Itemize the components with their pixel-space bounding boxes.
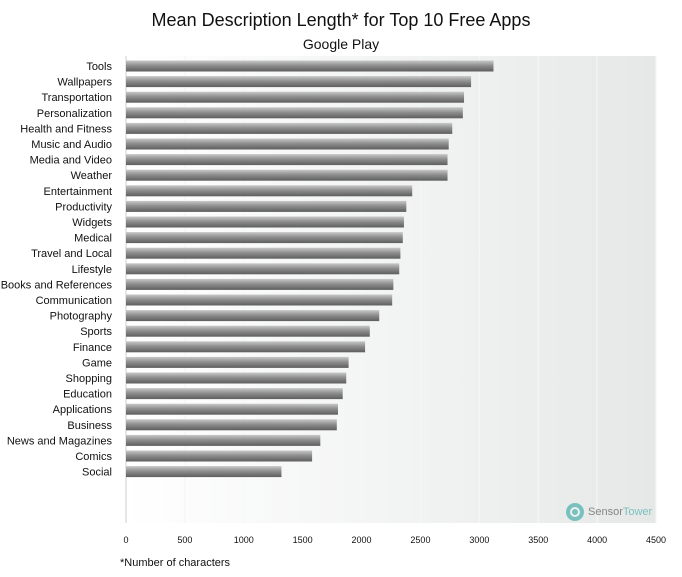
category-label: Finance: [73, 342, 112, 354]
category-label: Business: [67, 420, 112, 432]
footnote: *Number of characters: [120, 557, 231, 569]
category-labels: Tools Wallpapers Transportation Personaliza…: [1, 61, 113, 479]
category-label: Wallpapers: [57, 77, 112, 89]
bar-comics: [126, 450, 313, 462]
category-label: Music and Audio: [31, 139, 112, 151]
category-label: Game: [82, 357, 112, 369]
bar-business: [126, 419, 337, 431]
bar-communication: [126, 294, 393, 306]
bar-sports: [126, 325, 370, 337]
category-label: Communication: [36, 295, 112, 307]
x-tick-label: 4500: [646, 535, 666, 545]
category-label: Social: [82, 467, 112, 479]
x-tick-label: 4000: [587, 535, 607, 545]
sensortower-logo-icon: [566, 503, 584, 521]
bar-books-and-references: [126, 278, 394, 290]
bar-widgets: [126, 216, 404, 228]
category-label: Productivity: [55, 201, 112, 213]
category-label: Sports: [80, 326, 112, 338]
category-label: Personalization: [37, 108, 112, 120]
category-label: Education: [63, 389, 112, 401]
category-label: Shopping: [66, 373, 113, 385]
chart-title: Mean Description Length* for Top 10 Free…: [151, 10, 531, 30]
bar-entertainment: [126, 185, 413, 197]
category-label: Medical: [74, 233, 112, 245]
bar-shopping: [126, 372, 347, 384]
x-tick-label: 0: [123, 535, 128, 545]
bar-applications: [126, 403, 338, 415]
x-tick-label: 3000: [469, 535, 489, 545]
bar-social: [126, 466, 282, 478]
category-label: Media and Video: [30, 155, 112, 167]
x-tick-label: 500: [177, 535, 192, 545]
category-label: Widgets: [72, 217, 112, 229]
category-label: Lifestyle: [72, 264, 112, 276]
category-label: Tools: [86, 61, 112, 73]
bar-wallpapers: [126, 76, 472, 88]
bar-education: [126, 388, 343, 400]
category-label: Health and Fitness: [20, 123, 112, 135]
bar-photography: [126, 310, 380, 322]
bar-lifestyle: [126, 263, 400, 275]
bar-productivity: [126, 200, 407, 212]
bar-health-and-fitness: [126, 122, 453, 134]
bar-weather: [126, 169, 448, 181]
category-label: Comics: [75, 451, 112, 463]
category-label: News and Magazines: [7, 435, 113, 447]
bar-personalization: [126, 107, 463, 119]
x-tick-label: 3500: [528, 535, 548, 545]
bar-finance: [126, 341, 366, 353]
category-label: Entertainment: [44, 186, 112, 198]
chart-subtitle: Google Play: [302, 36, 380, 52]
bar-media-and-video: [126, 154, 448, 166]
bar-travel-and-local: [126, 247, 401, 259]
bar-game: [126, 356, 349, 368]
category-label: Photography: [50, 311, 113, 323]
sensortower-brand: SensorTower: [588, 506, 653, 518]
category-label: Weather: [71, 170, 113, 182]
bar-medical: [126, 232, 403, 244]
category-label: Books and References: [1, 279, 113, 291]
bars: [126, 60, 494, 478]
category-label: Transportation: [41, 92, 112, 104]
category-label: Travel and Local: [31, 248, 112, 260]
x-tick-label: 1500: [293, 535, 313, 545]
bar-transportation: [126, 91, 465, 103]
x-tick-label: 2000: [352, 535, 372, 545]
bar-music-and-audio: [126, 138, 449, 150]
category-label: Applications: [53, 404, 113, 416]
bar-tools: [126, 60, 494, 72]
x-tick-label: 2500: [410, 535, 430, 545]
bar-news-and-magazines: [126, 434, 321, 446]
x-tick-label: 1000: [234, 535, 254, 545]
sensortower-watermark: SensorTower: [566, 503, 652, 521]
x-tick-labels: 0 500 1000 1500 2000 2500 3000 3500 4000 4500: [123, 535, 666, 545]
